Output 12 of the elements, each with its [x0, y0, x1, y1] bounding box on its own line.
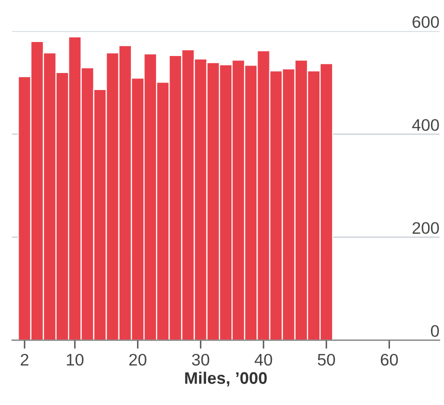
y-tick-label: 200	[412, 222, 439, 234]
x-tick-label: 30	[192, 354, 210, 366]
x-tick-label: 2	[20, 354, 28, 366]
y-tick-label: 0	[430, 325, 439, 337]
x-tick-label: 40	[254, 354, 272, 366]
x-tick-label: 20	[129, 354, 146, 366]
x-tick-label: 60	[380, 354, 398, 366]
y-tick-label: 600	[412, 16, 439, 28]
y-tick-label: 400	[412, 119, 439, 131]
x-tick-label: 10	[66, 354, 84, 366]
x-axis-title: Miles, ’000	[185, 372, 267, 386]
x-tick-label: 50	[318, 354, 335, 366]
